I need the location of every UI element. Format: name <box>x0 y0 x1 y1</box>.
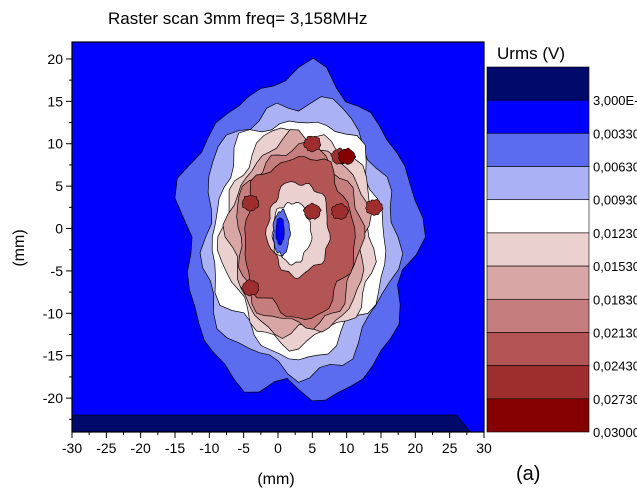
colorbar-label: 0,03000 <box>593 425 637 440</box>
low-level-band <box>71 414 471 433</box>
cold-spot-core <box>275 217 285 246</box>
x-tick-label: 15 <box>373 440 389 456</box>
colorbar-title: Urms (V) <box>497 44 565 63</box>
colorbar-swatch <box>486 66 590 101</box>
x-tick-label: -5 <box>237 440 250 456</box>
colorbar-label: 3,000E-04 <box>593 93 637 108</box>
hot-spot <box>337 147 357 165</box>
colorbar-swatch <box>486 332 590 366</box>
y-axis-label: (mm) <box>11 229 28 266</box>
x-tick-label: 25 <box>442 440 458 456</box>
hot-spot <box>241 279 260 297</box>
x-tick-label: -15 <box>165 440 185 456</box>
colorbar-swatch <box>486 199 590 234</box>
y-tick-label: 10 <box>47 136 63 152</box>
x-tick-label: 10 <box>339 440 355 456</box>
y-tick-label: 15 <box>47 93 63 109</box>
colorbar-swatch <box>486 99 590 134</box>
x-tick-label: 0 <box>274 440 282 456</box>
y-tick-label: 5 <box>55 178 63 194</box>
colorbar-swatch <box>486 133 590 167</box>
y-tick-label: -15 <box>43 348 63 364</box>
y-tick-label: 20 <box>47 51 63 67</box>
y-axis: 20 15 10 5 0 -5 -10 -15 -20 <box>43 51 72 420</box>
colorbar-swatch <box>486 298 590 333</box>
x-tick-label: -20 <box>131 440 151 456</box>
x-tick-label: 30 <box>476 440 492 456</box>
colorbar-label: 0,02430 <box>593 359 637 374</box>
x-tick-label: -25 <box>96 440 116 456</box>
x-tick-label: 20 <box>408 440 424 456</box>
colorbar-swatch <box>486 232 590 267</box>
hot-spot <box>302 202 322 220</box>
x-axis: -30 -25 -20 -15 -10 -5 0 5 10 15 20 25 30 <box>62 432 492 456</box>
y-tick-label: -5 <box>51 263 64 279</box>
x-axis-label: (mm) <box>257 471 294 488</box>
y-tick-label: 0 <box>55 221 63 237</box>
figure-annotation: (a) <box>516 463 540 485</box>
hot-spot <box>241 195 260 212</box>
plot-area <box>71 41 485 433</box>
y-tick-label: -10 <box>43 305 63 321</box>
hot-spot <box>331 203 349 220</box>
colorbar-swatch <box>486 265 590 300</box>
x-tick-label: -30 <box>62 440 82 456</box>
y-tick-label: -20 <box>43 390 63 406</box>
colorbar-label: 0,01530 <box>593 259 637 274</box>
x-tick-label: 5 <box>308 440 316 456</box>
colorbar-label: 0,01830 <box>593 292 637 307</box>
chart-title: Raster scan 3mm freq= 3,158MHz <box>108 9 367 28</box>
colorbar-label: 0,02730 <box>593 392 637 407</box>
hot-spot <box>303 135 322 153</box>
colorbar-swatch <box>486 166 590 201</box>
colorbar-label: 0,02130 <box>593 325 637 340</box>
colorbar-swatch <box>486 365 590 400</box>
x-tick-label: -10 <box>199 440 219 456</box>
colorbar-label: 0,01230 <box>593 226 637 241</box>
hot-spot <box>365 199 384 216</box>
colorbar-swatch <box>486 398 590 433</box>
